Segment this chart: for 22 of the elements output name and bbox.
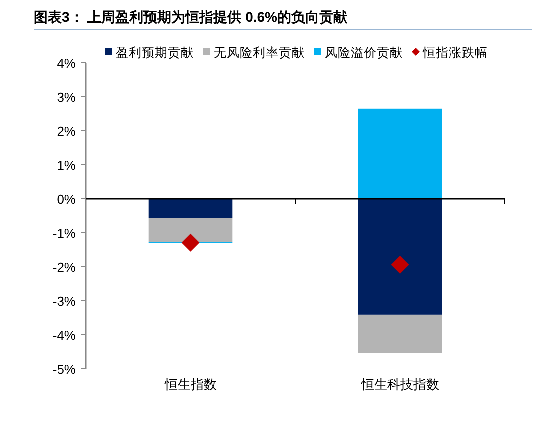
chart-title: 图表3： 上周盈利预期为恒指提供 0.6%的负向贡献	[34, 9, 348, 25]
bar	[358, 108, 442, 199]
x-tick-label: 恒生指数	[164, 377, 217, 392]
y-tick-label: -3%	[52, 294, 76, 309]
y-tick-label: -2%	[52, 260, 76, 275]
y-tick-label: -4%	[52, 328, 76, 343]
bar	[358, 314, 442, 354]
legend-label: 恒指涨跌幅	[422, 46, 488, 60]
y-tick-label: 0%	[57, 192, 76, 207]
y-tick-label: 4%	[57, 56, 76, 71]
y-tick-label: -1%	[52, 226, 76, 241]
y-tick-label: 3%	[57, 90, 76, 105]
x-tick-label: 恒生科技指数	[360, 377, 440, 392]
y-tick-label: 1%	[57, 158, 76, 173]
bar	[358, 199, 442, 315]
bar	[148, 218, 233, 243]
legend-label: 风险溢价贡献	[325, 46, 403, 60]
y-tick-label: 2%	[57, 124, 76, 139]
y-tick-label: -5%	[52, 362, 76, 377]
bar	[148, 199, 233, 218]
legend-label: 盈利预期贡献	[116, 46, 194, 60]
legend-label: 无风险利率贡献	[214, 45, 305, 60]
